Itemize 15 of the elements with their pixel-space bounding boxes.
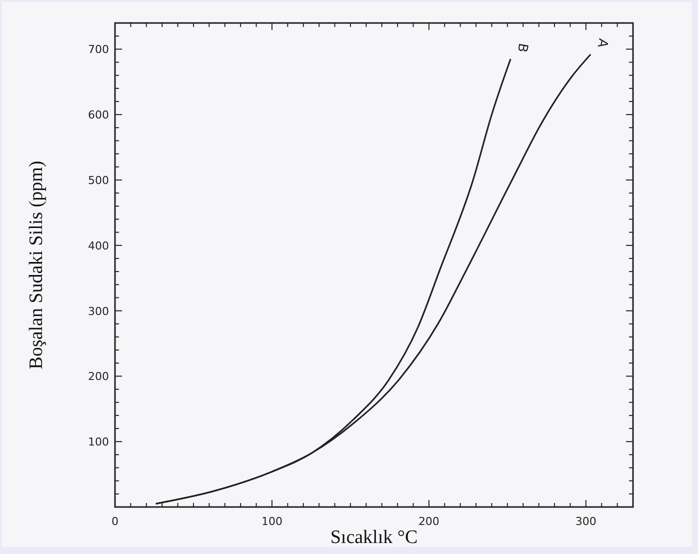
x-tick-label: 100 — [261, 515, 282, 528]
y-tick-label: 700 — [88, 43, 109, 56]
legend-label: B — [514, 42, 530, 54]
y-tick-label: 200 — [88, 370, 109, 384]
y-tick-label: 300 — [88, 304, 109, 318]
y-tick-label: 500 — [88, 174, 109, 187]
y-axis-title: Boşalan Sudaki Silis (ppm) — [26, 160, 47, 370]
y-tick-label: 100 — [88, 436, 109, 449]
x-tick-label: 300 — [575, 515, 596, 528]
legend-label: A — [594, 37, 610, 49]
x-tick-label: 0 — [112, 515, 118, 528]
y-tick-label: 400 — [88, 239, 109, 252]
y-tick-label: 600 — [88, 108, 109, 122]
x-axis-title: Sıcaklık °C — [330, 527, 418, 548]
x-tick-label: 200 — [418, 515, 440, 528]
